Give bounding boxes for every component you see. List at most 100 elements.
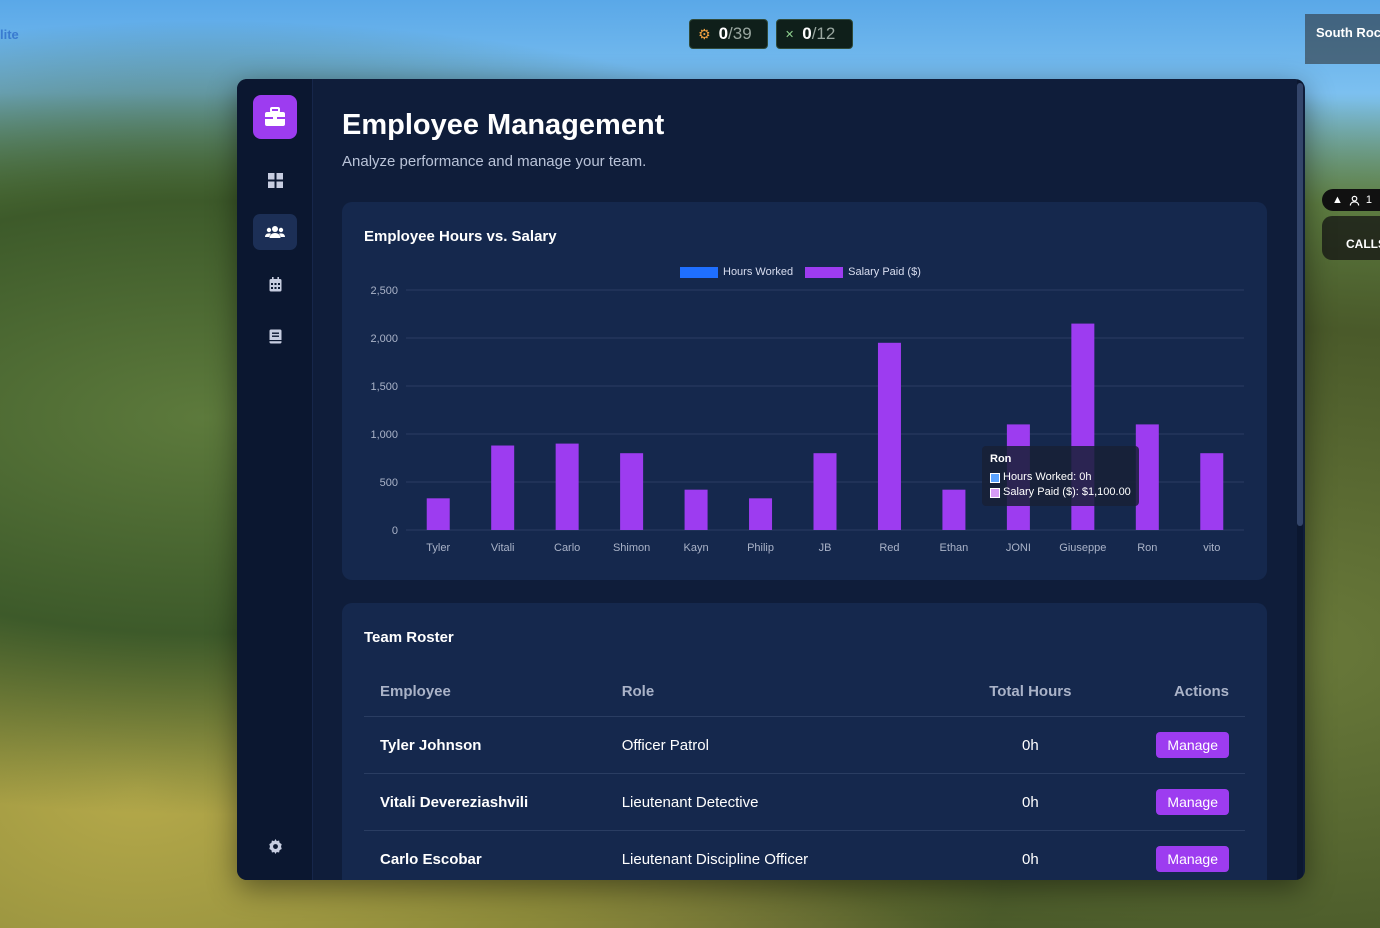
actions-cell: Manage <box>1140 773 1245 831</box>
scrollbar-thumb[interactable] <box>1297 83 1303 526</box>
person-walking-icon: ⚙ <box>698 25 711 42</box>
x-tick-label: Giuseppe <box>1059 542 1106 554</box>
caret-up-icon: ▲ <box>1332 194 1343 206</box>
hud-counter-value: 0 <box>802 24 812 43</box>
column-header-role: Role <box>605 667 921 717</box>
x-tick-label: Kayn <box>684 542 709 554</box>
bar-salary[interactable] <box>942 489 966 530</box>
tooltip-title: Ron <box>990 453 1012 465</box>
sidebar-item-employees[interactable] <box>253 214 297 250</box>
y-tick-label: 1,000 <box>370 429 398 441</box>
bar-salary[interactable] <box>684 489 708 530</box>
actions-cell: Manage <box>1140 830 1245 880</box>
manage-button[interactable]: Manage <box>1156 732 1229 758</box>
y-tick-label: 2,500 <box>370 285 398 297</box>
employee-name: Vitali Devereziashvili <box>364 773 606 831</box>
employee-role: Lieutenant Detective <box>605 773 921 831</box>
bar-salary[interactable] <box>813 453 837 530</box>
sidebar-item-dashboard[interactable] <box>253 162 297 198</box>
settings-button[interactable] <box>253 828 297 864</box>
y-tick-label: 500 <box>380 477 398 489</box>
tooltip-row-salary: Salary Paid ($): $1,100.00 <box>990 485 1131 500</box>
gear-icon <box>268 838 282 854</box>
bar-salary[interactable] <box>620 453 644 530</box>
tooltip-swatch <box>990 472 1000 483</box>
hud-calls: CALLS <box>1322 216 1380 260</box>
tooltip-label: Hours Worked: 0h <box>1003 471 1092 483</box>
x-tick-label: JB <box>819 542 832 554</box>
employee-management-panel: Employee Management Analyze performance … <box>237 79 1305 880</box>
x-tick-label: Philip <box>747 542 774 554</box>
chart-tooltip: Ron Hours Worked: 0h Salary Paid ($): $1… <box>982 446 1139 506</box>
employee-name: Tyler Johnson <box>364 716 606 774</box>
hud-player-count: 1 <box>1365 194 1373 206</box>
x-tick-label: JONI <box>1006 542 1031 554</box>
table-header-row: Employee Role Total Hours Actions <box>364 667 1245 717</box>
legend-item-hours[interactable]: Hours Worked <box>680 266 793 278</box>
users-icon <box>265 226 285 238</box>
column-header-actions: Actions <box>1140 667 1245 717</box>
hud-counter-value: 0 <box>718 24 729 43</box>
sidebar-item-calendar[interactable] <box>253 266 297 302</box>
x-tick-label: Carlo <box>554 542 580 554</box>
legend-swatch <box>680 266 718 278</box>
bar-chart[interactable]: 0 500 1,000 1,500 2,000 2,500 Tyler Vitali Carlo… <box>342 202 1267 580</box>
book-icon <box>269 329 281 343</box>
briefcase-icon <box>265 107 285 126</box>
employee-role: Officer Patrol <box>605 716 921 774</box>
calendar-icon <box>269 276 281 291</box>
y-tick-label: 0 <box>392 525 398 537</box>
x-tick-label: Ethan <box>940 542 969 554</box>
employee-hours: 0h <box>920 830 1141 880</box>
hud-counter-calls: ✕ 0/12 <box>776 19 853 49</box>
tooltip-swatch <box>990 487 1000 498</box>
legend-label: Salary Paid ($) <box>848 266 921 278</box>
roster-table: Employee Role Total Hours Actions Tyler … <box>364 667 1245 880</box>
employee-hours: 0h <box>920 716 1141 774</box>
chart-legend[interactable]: Hours Worked Salary Paid ($) <box>680 266 925 278</box>
column-header-employee: Employee <box>364 667 606 717</box>
manage-button[interactable]: Manage <box>1156 789 1229 815</box>
hud-player-pill: ▲ 1 <box>1322 189 1380 211</box>
page-title: Employee Management <box>342 109 665 141</box>
column-header-hours: Total Hours <box>920 667 1141 717</box>
bar-salary[interactable] <box>1200 453 1224 530</box>
bar-salary[interactable] <box>749 498 773 530</box>
x-tick-label: Ron <box>1137 542 1157 554</box>
table-row: Vitali Devereziashvili Lieutenant Detect… <box>364 773 1245 831</box>
bar-salary[interactable] <box>1135 424 1159 530</box>
legend-label: Hours Worked <box>723 266 794 278</box>
hud-counter-total: /12 <box>811 24 836 43</box>
x-tick-label: Vitali <box>491 542 515 554</box>
roster-card: Team Roster Employee Role Total Hours Ac… <box>342 603 1267 880</box>
actions-cell: Manage <box>1140 716 1245 774</box>
bar-salary[interactable] <box>877 342 901 530</box>
hud-location: South Roc <box>1305 14 1380 64</box>
manage-button[interactable]: Manage <box>1156 846 1229 872</box>
y-tick-label: 2,000 <box>370 333 398 345</box>
roster-title: Team Roster <box>364 629 454 646</box>
bar-salary[interactable] <box>426 498 450 530</box>
tooltip-label: Salary Paid ($): $1,100.00 <box>1003 486 1131 498</box>
x-tick-label: vito <box>1203 542 1220 554</box>
tooltip-row-hours: Hours Worked: 0h <box>990 470 1131 485</box>
app-logo[interactable] <box>253 95 297 139</box>
hud-label: lite <box>0 27 19 42</box>
user-icon <box>1349 195 1360 206</box>
page-subtitle: Analyze performance and manage your team… <box>342 153 647 170</box>
x-tick-label: Red <box>879 542 899 554</box>
hud-counter-walkers: ⚙ 0/39 <box>689 19 768 49</box>
employee-name: Carlo Escobar <box>364 830 606 880</box>
legend-item-salary[interactable]: Salary Paid ($) <box>805 266 921 278</box>
y-tick-label: 1,500 <box>370 381 398 393</box>
bar-salary[interactable] <box>555 443 579 530</box>
table-row: Carlo Escobar Lieutenant Discipline Offi… <box>364 830 1245 880</box>
sidebar-item-reports[interactable] <box>253 318 297 354</box>
hud-counter-total: /39 <box>728 24 752 43</box>
employee-role: Lieutenant Discipline Officer <box>605 830 921 880</box>
chart-card: Employee Hours vs. Salary Hours Worked S… <box>342 202 1267 580</box>
employee-hours: 0h <box>920 773 1141 831</box>
x-tick-label: Tyler <box>426 542 450 554</box>
bar-salary[interactable] <box>491 445 515 530</box>
sidebar <box>237 79 313 880</box>
